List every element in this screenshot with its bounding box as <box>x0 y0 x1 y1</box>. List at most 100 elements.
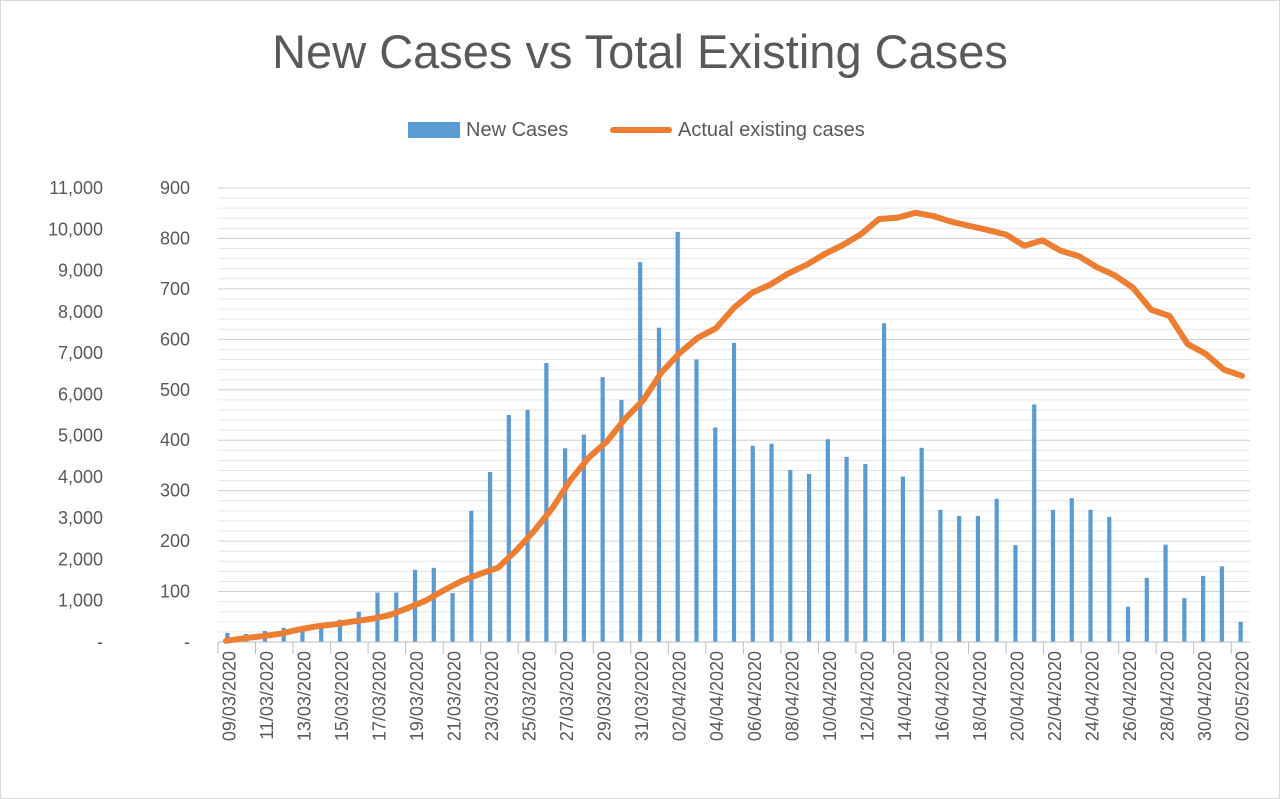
x-axis-tick-label: 06/04/2020 <box>745 651 765 741</box>
x-axis-tick-label: 24/04/2020 <box>1083 651 1103 741</box>
bar-new-cases <box>1163 544 1168 642</box>
bar-new-cases <box>994 498 999 642</box>
x-axis-tick-label: 16/04/2020 <box>932 651 952 741</box>
left-axis-tick-label: - <box>97 632 103 652</box>
x-axis-tick-label: 18/04/2020 <box>970 651 990 741</box>
bar-new-cases <box>619 399 624 642</box>
x-axis-tick-label: 22/04/2020 <box>1045 651 1065 741</box>
bar-new-cases <box>863 463 868 642</box>
bar-new-cases <box>450 593 455 642</box>
bar-new-cases <box>938 509 943 642</box>
bar-new-cases <box>900 476 905 642</box>
left-axis-tick-label: 3,000 <box>58 508 103 528</box>
left-axis-tick-label: 5,000 <box>58 426 103 446</box>
bar-new-cases <box>225 632 230 642</box>
bar-new-cases <box>1182 598 1187 642</box>
bar-new-cases <box>638 262 643 642</box>
x-axis-tick-label: 19/03/2020 <box>407 651 427 741</box>
legend-label-existing-cases: Actual existing cases <box>678 118 865 141</box>
bar-new-cases <box>337 619 343 642</box>
x-axis-tick-label: 17/03/2020 <box>369 651 389 741</box>
bar-new-cases <box>750 445 755 642</box>
bar-new-cases <box>563 448 568 642</box>
bar-new-cases <box>525 409 530 642</box>
right-axis-tick-label: 200 <box>160 531 190 551</box>
legend-swatch-new-cases <box>408 122 460 138</box>
bar-new-cases <box>825 439 830 642</box>
right-axis-tick-label: 700 <box>160 279 190 299</box>
x-axis-tick-label: 31/03/2020 <box>632 651 652 741</box>
left-axis-tick-label: 7,000 <box>58 343 103 363</box>
x-axis-tick-label: 04/04/2020 <box>707 651 727 741</box>
x-axis-tick-label: 09/03/2020 <box>219 651 239 741</box>
right-axis-tick-label: 500 <box>160 380 190 400</box>
bar-new-cases <box>975 515 981 642</box>
left-axis-tick-label: 11,000 <box>49 178 103 198</box>
right-axis-tick-label: 400 <box>160 430 190 450</box>
right-axis-tick-label: - <box>184 632 190 652</box>
legend-item-new-cases: New Cases <box>408 116 568 144</box>
x-axis-tick-label: 14/04/2020 <box>895 651 915 741</box>
x-axis-tick-label: 02/04/2020 <box>670 651 690 741</box>
line-existing-cases <box>223 209 1245 644</box>
bar-new-cases <box>1050 509 1056 642</box>
bar-new-cases <box>506 415 511 642</box>
x-axis-tick-label: 11/03/2020 <box>257 651 277 740</box>
right-axis-tick-label: 100 <box>160 582 190 602</box>
x-axis-tick-label: 26/04/2020 <box>1120 651 1140 741</box>
bar-new-cases <box>1013 545 1018 642</box>
bar-new-cases <box>1032 404 1037 642</box>
bar-new-cases <box>581 434 586 642</box>
legend-label-new-cases: New Cases <box>466 118 569 141</box>
bar-new-cases <box>731 342 737 642</box>
x-axis-tick-label: 21/03/2020 <box>445 651 465 741</box>
bar-new-cases <box>1219 566 1224 642</box>
chart-title: New Cases vs Total Existing Cases <box>272 25 1008 78</box>
x-axis-tick-label: 08/04/2020 <box>782 651 802 741</box>
bar-new-cases <box>769 443 774 642</box>
bar-new-cases <box>675 231 680 643</box>
bar-new-cases <box>394 592 399 642</box>
legend-swatch-existing-cases <box>610 127 672 133</box>
bar-new-cases <box>1144 577 1149 642</box>
x-axis-tick-label: 29/03/2020 <box>595 651 615 741</box>
left-axis-tick-label: 2,000 <box>58 549 103 569</box>
bar-new-cases <box>1069 498 1074 642</box>
right-axis-tick-label: 900 <box>160 178 190 198</box>
x-axis-tick-label: 13/03/2020 <box>294 651 314 741</box>
x-axis-tick-label: 30/04/2020 <box>1195 651 1215 741</box>
bar-new-cases <box>431 567 436 642</box>
bar-new-cases <box>1125 606 1131 642</box>
bar-new-cases <box>600 377 605 642</box>
left-axis-tick-label: 4,000 <box>58 467 103 487</box>
bar-new-cases <box>356 611 361 642</box>
bar-new-cases <box>319 626 324 642</box>
right-axis-tick-label: 300 <box>160 481 190 501</box>
x-axis-tick-label: 20/04/2020 <box>1007 651 1027 741</box>
bar-new-cases <box>487 472 493 642</box>
bar-new-cases <box>544 363 549 642</box>
left-axis-tick-label: 8,000 <box>58 302 103 322</box>
left-axis-tick-label: 6,000 <box>58 384 103 404</box>
x-axis-tick-label: 10/04/2020 <box>820 651 840 741</box>
bar-new-cases <box>1200 575 1206 642</box>
bar-new-cases <box>788 469 793 642</box>
legend: New Cases Actual existing cases <box>0 116 1280 144</box>
bar-new-cases <box>694 359 699 642</box>
x-axis-tick-label: 23/03/2020 <box>482 651 502 741</box>
x-axis-tick-label: 12/04/2020 <box>857 651 877 741</box>
bar-new-cases <box>806 474 812 642</box>
bar-new-cases <box>882 323 887 642</box>
legend-item-existing-cases: Actual existing cases <box>610 116 865 144</box>
bar-new-cases <box>1238 621 1243 642</box>
bar-new-cases <box>300 628 305 642</box>
bar-new-cases <box>957 515 962 642</box>
bar-new-cases <box>1107 516 1112 642</box>
bar-new-cases <box>919 447 924 642</box>
right-axis-tick-label: 600 <box>160 329 190 349</box>
left-axis-tick-label: 10,000 <box>48 219 103 239</box>
left-axis-tick-label: 9,000 <box>58 261 103 281</box>
bar-new-cases <box>656 327 662 642</box>
bar-new-cases <box>1088 509 1093 642</box>
